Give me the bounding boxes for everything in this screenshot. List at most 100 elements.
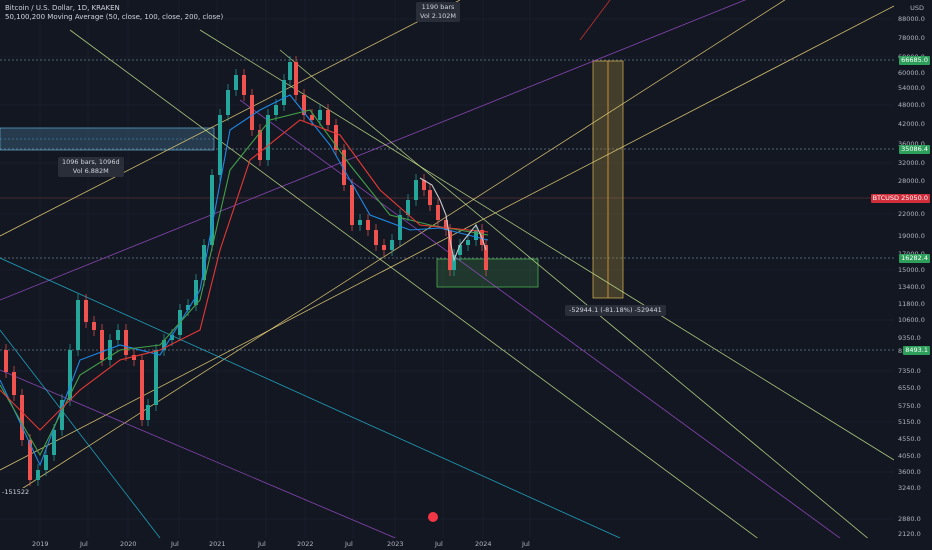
ma200-line — [0, 119, 489, 431]
candle-body — [358, 220, 362, 225]
candle-body — [422, 180, 426, 190]
candle-body — [342, 150, 346, 185]
candle-body — [288, 62, 292, 80]
price-tick-label: 2120.0 — [898, 530, 921, 538]
left-edge-measure-tag: -151522 — [0, 488, 32, 496]
price-marker-tag[interactable]: BTCUSD 25050.0 — [870, 194, 930, 203]
price-tick-label: 32000.0 — [898, 159, 925, 167]
trend-channel-line — [0, 369, 397, 538]
trend-channel-line — [0, 0, 747, 301]
price-tick-label: 88000.0 — [898, 15, 925, 23]
candle-body — [170, 335, 174, 340]
candle-body — [444, 220, 448, 230]
measure-result: -52944.1 (-81.18%) -529441 — [569, 306, 662, 314]
candle-body — [108, 340, 112, 360]
volume-top: Vol 2.102M — [420, 12, 457, 20]
price-tick-label: 7350.0 — [898, 367, 921, 375]
candle-body — [428, 190, 432, 205]
trend-channel-line — [579, 0, 611, 41]
price-tick-label: 4550.0 — [898, 435, 921, 443]
candle-body — [226, 90, 230, 115]
candle-body — [132, 355, 136, 360]
price-tick-label: 60000.0 — [898, 69, 925, 77]
chart-legend: Bitcoin / U.S. Dollar, 1D, KRAKEN 50,100… — [5, 4, 223, 22]
candle-body — [318, 110, 322, 120]
candle-body — [210, 175, 214, 245]
price-tick-label: 5150.0 — [898, 418, 921, 426]
price-tick-label: 2880.0 — [898, 515, 921, 523]
symbol-title[interactable]: Bitcoin / U.S. Dollar, 1D, KRAKEN — [5, 4, 120, 12]
candle-body — [302, 95, 306, 115]
time-tick-label: Jul — [171, 540, 179, 548]
bars-count-left-tooltip: 1096 bars, 1096d Vol 6.882M — [58, 157, 124, 177]
volume-left: Vol 6.882M — [72, 167, 109, 175]
time-tick-label: 2022 — [297, 540, 314, 548]
bars-count-top-tooltip: 1190 bars Vol 2.102M — [416, 2, 461, 22]
bars-count-top: 1190 bars — [421, 3, 455, 11]
price-tick-label: 19000.0 — [898, 232, 925, 240]
price-marker-tag[interactable]: 35086.4 — [899, 145, 930, 154]
time-tick-label: Jul — [435, 540, 443, 548]
candle-body — [68, 350, 72, 400]
candle-body — [294, 62, 298, 95]
bars-count-left: 1096 bars, 1096d — [62, 158, 120, 166]
candle-body — [140, 360, 144, 420]
price-tick-label: 3600.0 — [898, 468, 921, 476]
candle-body — [234, 75, 238, 90]
candle-body — [382, 245, 386, 250]
candle-body — [194, 280, 198, 305]
candle-body — [28, 440, 32, 480]
currency-label: USD — [910, 4, 924, 12]
price-tick-label: 13400.0 — [898, 283, 925, 291]
price-tick-label: 4050.0 — [898, 452, 921, 460]
candle-body — [76, 300, 80, 350]
range-rectangle — [0, 127, 215, 151]
trend-channel-line — [0, 257, 621, 538]
price-tick-label: 3240.0 — [898, 484, 921, 492]
price-tick-label: 42000.0 — [898, 120, 925, 128]
candle-body — [334, 125, 338, 150]
time-tick-label: 2019 — [32, 540, 49, 548]
candle-body — [326, 110, 330, 125]
price-tick-label: 11800.0 — [898, 300, 925, 308]
time-tick-label: 2020 — [120, 540, 137, 548]
candle-body — [274, 105, 278, 115]
price-tick-label: 54000.0 — [898, 84, 925, 92]
candle-body — [20, 395, 24, 440]
candle-body — [242, 75, 246, 95]
time-axis[interactable]: 2019 Jul 2020 Jul 2021 Jul 2022 Jul 2023 Jul 2024 J… — [0, 538, 894, 550]
trend-channel-line — [0, 329, 161, 538]
time-tick-label: 2023 — [387, 540, 404, 548]
ma50-line — [0, 94, 489, 467]
candle-body — [36, 470, 40, 480]
moving-average-indicator-label[interactable]: 50,100,200 Moving Average (50, close, 10… — [5, 13, 224, 21]
price-tick-label: 10600.0 — [898, 316, 925, 324]
candle-body — [218, 115, 222, 175]
candle-body — [484, 245, 488, 270]
price-tick-label: 6550.0 — [898, 384, 921, 392]
time-tick-label: Jul — [522, 540, 530, 548]
candle-body — [146, 405, 150, 420]
price-chart-canvas[interactable] — [0, 0, 894, 538]
candle-body — [84, 300, 88, 322]
price-tick-label: 15000.0 — [898, 266, 925, 274]
trend-channel-line — [199, 29, 894, 461]
price-tick-label: 22000.0 — [898, 210, 925, 218]
trend-channel-line — [0, 5, 894, 471]
price-axis[interactable]: 88000.078000.068000.060000.054000.048000… — [894, 0, 932, 538]
price-tick-label: 9350.0 — [898, 334, 921, 342]
candle-body — [100, 330, 104, 360]
candle-body — [466, 240, 470, 245]
tradingview-logo-icon[interactable] — [428, 512, 438, 522]
time-tick-label: Jul — [345, 540, 353, 548]
candle-body — [250, 95, 254, 130]
price-marker-tag[interactable]: 16282.4 — [899, 254, 930, 263]
candle-body — [366, 220, 370, 230]
trend-channel-line — [69, 29, 758, 538]
recent-price-line — [419, 177, 487, 262]
candle-body — [282, 80, 286, 105]
price-marker-tag[interactable]: 66685.0 — [899, 56, 930, 65]
price-marker-tag[interactable]: 8493.1 — [903, 346, 930, 355]
candle-body — [474, 230, 478, 240]
candle-body — [60, 400, 64, 430]
